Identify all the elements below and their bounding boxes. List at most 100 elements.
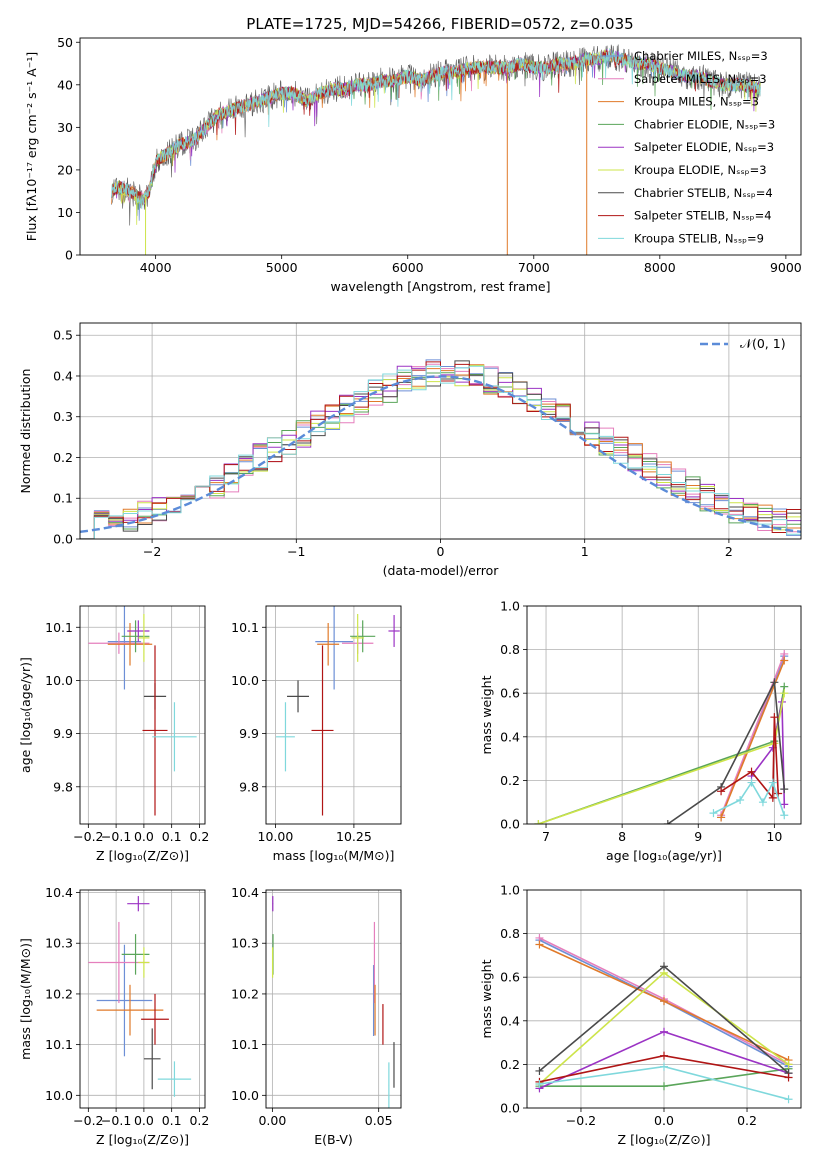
mass-vs-extinction-panel: 0.00 0.05 10.0 10.1 10.2 10.3 10.4 E(B-V): [231, 885, 402, 1147]
error-bar-point: [276, 702, 295, 772]
x-axis-label: Z [log₁₀(Z/Z⊙)]: [96, 848, 189, 863]
y-tick-label: 9.9: [53, 726, 73, 741]
legend-label: Kroupa STELIB, Nₛₛₚ=9: [634, 231, 764, 245]
weight-marker: [784, 1073, 793, 1082]
x-tick-label: −2: [143, 544, 161, 559]
y-tick-label: 0.6: [500, 686, 520, 701]
error-bar-point: [138, 947, 150, 978]
plot-area: [111, 44, 761, 255]
y-tick-label: 50: [57, 35, 73, 50]
error-bar-point: [350, 620, 376, 653]
axes-frame: [79, 605, 206, 825]
weight-marker: [780, 689, 789, 698]
y-tick-label: 0.3: [53, 409, 73, 424]
gaussian-reference-curve: [80, 375, 801, 534]
x-tick-label: 0.0: [134, 829, 154, 844]
weight-series-line: [538, 693, 786, 824]
x-tick-label: 0.2: [189, 1113, 209, 1128]
x-tick-label: 10.25: [336, 829, 372, 844]
weight-marker: [709, 809, 718, 818]
weight-marker: [758, 798, 767, 807]
y-tick-label: 0.0: [500, 817, 520, 832]
y-tick-label: 9.8: [53, 779, 73, 794]
error-bar-point: [317, 623, 340, 666]
x-tick-label: 7: [542, 829, 550, 844]
weight-series-line: [720, 660, 786, 818]
legend-label: Salpeter MILES, Nₛₛₚ=3: [634, 72, 767, 86]
age-vs-mass-panel: 10.00 10.25 9.8 9.9 10.0 10.1 mass [log₁₀(M/M⊙…: [231, 605, 402, 863]
spectrum-legend: Chabrier MILES, Nₛₛₚ=3 Salpeter MILES, Nₛ…: [598, 49, 775, 245]
weight-series-line: [538, 686, 786, 824]
weight-marker: [660, 997, 668, 1006]
axes-frame: [526, 605, 802, 825]
plot-area: [271, 896, 395, 1108]
legend-label: Chabrier ELODIE, Nₛₛₚ=3: [634, 117, 775, 131]
x-tick-label: −0.2: [73, 829, 103, 844]
legend-label: Salpeter ELODIE, Nₛₛₚ=3: [634, 140, 774, 154]
axes-frame: [79, 889, 206, 1109]
y-tick-label: 20: [57, 162, 73, 177]
y-axis-label: mass weight: [479, 675, 494, 754]
grid-lines: [266, 606, 401, 824]
axes-frame: [265, 889, 402, 1109]
weight-marker: [780, 811, 789, 820]
y-tick-label: 9.8: [239, 779, 259, 794]
axes-frame: [265, 605, 402, 825]
error-bar-point: [127, 896, 150, 912]
x-tick-label: −0.1: [101, 829, 131, 844]
weight-marker: [784, 1060, 793, 1069]
grid-lines: [80, 323, 801, 540]
y-axis-label: mass weight: [479, 959, 494, 1038]
x-tick-label: 10.00: [258, 829, 294, 844]
mass-vs-metallicity-panel: −0.2−0.1 0.0 0.1 0.2 10.0 10.1 10.2 10.3 10.4 Z […: [18, 885, 209, 1147]
error-bar-point: [152, 702, 197, 772]
y-tick-label: 0.1: [53, 491, 73, 506]
weight-marker: [770, 678, 779, 687]
error-bar-point: [388, 615, 400, 647]
grid-lines: [80, 606, 205, 824]
y-axis-label: mass [log₁₀(M/M⊙)]: [18, 938, 33, 1060]
error-bar-point: [393, 1042, 395, 1088]
legend-label: Salpeter STELIB, Nₛₛₚ=4: [634, 209, 772, 223]
x-axis-label: wavelength [Angstrom, rest frame]: [330, 279, 550, 294]
y-tick-label: 30: [57, 120, 73, 135]
error-bar-point: [157, 1061, 192, 1097]
y-tick-label: 0.5: [53, 328, 73, 343]
weight-marker: [660, 962, 668, 971]
y-axis-label: Normed distribution: [18, 369, 33, 494]
y-tick-label: 0.0: [500, 1101, 520, 1116]
error-bar-point: [311, 645, 334, 816]
plot-area: [88, 606, 197, 816]
x-tick-label: 6000: [392, 260, 424, 275]
x-axis-label: E(B-V): [314, 1132, 353, 1147]
x-tick-label: 0.00: [258, 1113, 286, 1128]
weight-vs-metallicity-panel: −0.2 0.0 0.2 0.0 0.2 0.4 0.6 0.8 1.0 Z [log₁₀(Z/Z…: [479, 883, 802, 1147]
weight-marker: [535, 1080, 544, 1089]
error-bar-point: [121, 620, 150, 653]
x-tick-label: 0.05: [365, 1113, 393, 1128]
weight-marker: [747, 778, 756, 787]
y-tick-label: 0.0: [53, 532, 73, 547]
y-tick-label: 0.2: [500, 773, 520, 788]
weight-marker: [660, 1051, 668, 1060]
weight-marker: [663, 820, 672, 824]
x-tick-label: 10: [766, 829, 782, 844]
x-tick-label: 0.1: [162, 1113, 182, 1128]
y-tick-label: 10.0: [231, 673, 259, 688]
plot-area: [88, 896, 192, 1097]
error-bar-point: [351, 613, 364, 662]
error-bar-point: [96, 984, 164, 1036]
x-axis-label: Z [log₁₀(Z/Z⊙)]: [618, 1132, 711, 1147]
y-tick-label: 0.4: [500, 729, 520, 744]
x-tick-label: 7000: [518, 260, 550, 275]
residuals-panel: −2 −1 0 1 2 0.0 0.1 0.2 0.3 0.4 0.5 (data-model)/er…: [18, 322, 802, 578]
weight-marker: [768, 778, 777, 787]
error-bar-point: [287, 680, 310, 713]
x-tick-label: 9000: [770, 260, 802, 275]
y-tick-label: 10.1: [45, 1037, 73, 1052]
y-tick-label: 0: [65, 248, 73, 263]
y-tick-label: 10.4: [231, 885, 259, 900]
error-bar-point: [271, 947, 274, 978]
weight-marker: [747, 767, 756, 776]
weight-marker: [780, 785, 789, 794]
